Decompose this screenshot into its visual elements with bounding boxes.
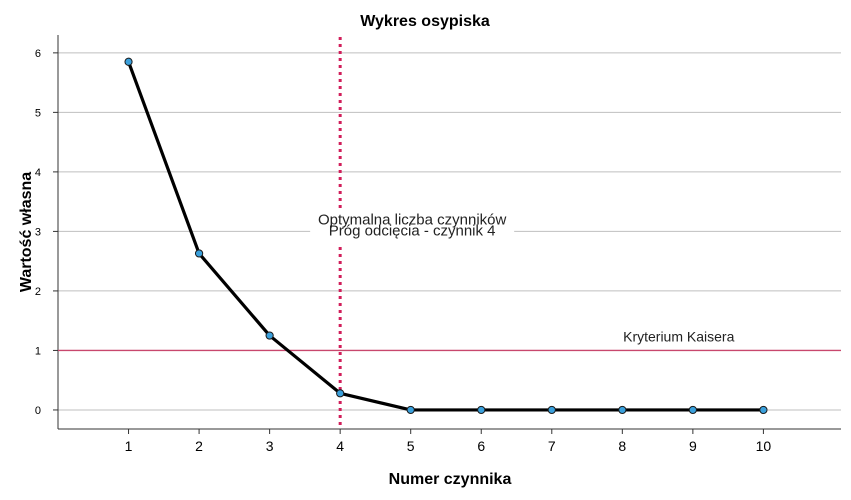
eigenvalue-series [124,57,768,415]
x-tick-labels: 1 2 3 4 5 6 7 8 9 10 [125,429,772,454]
x-tick-label-1: 1 [125,438,133,454]
x-tick-label-10: 10 [756,438,772,454]
x-tick-label-8: 8 [618,438,626,454]
y-tick-labels: 0 1 2 3 4 5 6 [35,48,41,417]
y-tick-label-0: 0 [35,405,41,417]
y-tick-label-3: 3 [35,226,41,238]
data-point-7 [547,405,556,415]
x-tick-label-6: 6 [477,438,485,454]
data-point-9 [688,405,697,415]
data-point-4 [336,389,345,398]
series-line [126,60,766,412]
x-tick-label-7: 7 [548,438,556,454]
annotation-background [310,210,515,247]
kaiser-criterion-label: Kryterium Kaisera [623,328,734,344]
data-point-6 [477,405,486,415]
annotation-cutoff-threshold: Próg odcięcia - czynnik 4 [329,222,496,239]
x-tick-label-9: 9 [689,438,697,454]
x-tick-label-3: 3 [266,438,274,454]
x-axis-title: Numer czynnika [389,471,512,488]
y-tick-label-1: 1 [35,345,41,357]
data-point-10 [759,405,768,415]
y-axis-title: Wartość własna [18,172,35,292]
data-point-5 [406,405,415,415]
data-point-8 [618,405,627,415]
annotation-optimal-factors: Optymalna liczba czynników [318,212,507,229]
data-point-1 [124,57,133,66]
x-tick-label-2: 2 [195,438,203,454]
x-tick-label-5: 5 [407,438,415,454]
y-tick-label-6: 6 [35,48,41,60]
data-point-3 [265,331,274,340]
chart-title: Wykres osypiska [360,13,490,30]
x-tick-label-4: 4 [336,438,344,454]
y-tick-label-4: 4 [35,167,41,179]
y-tick-label-5: 5 [35,107,41,119]
data-point-2 [194,249,204,258]
axes [57,35,841,430]
y-tick-label-2: 2 [35,286,41,298]
